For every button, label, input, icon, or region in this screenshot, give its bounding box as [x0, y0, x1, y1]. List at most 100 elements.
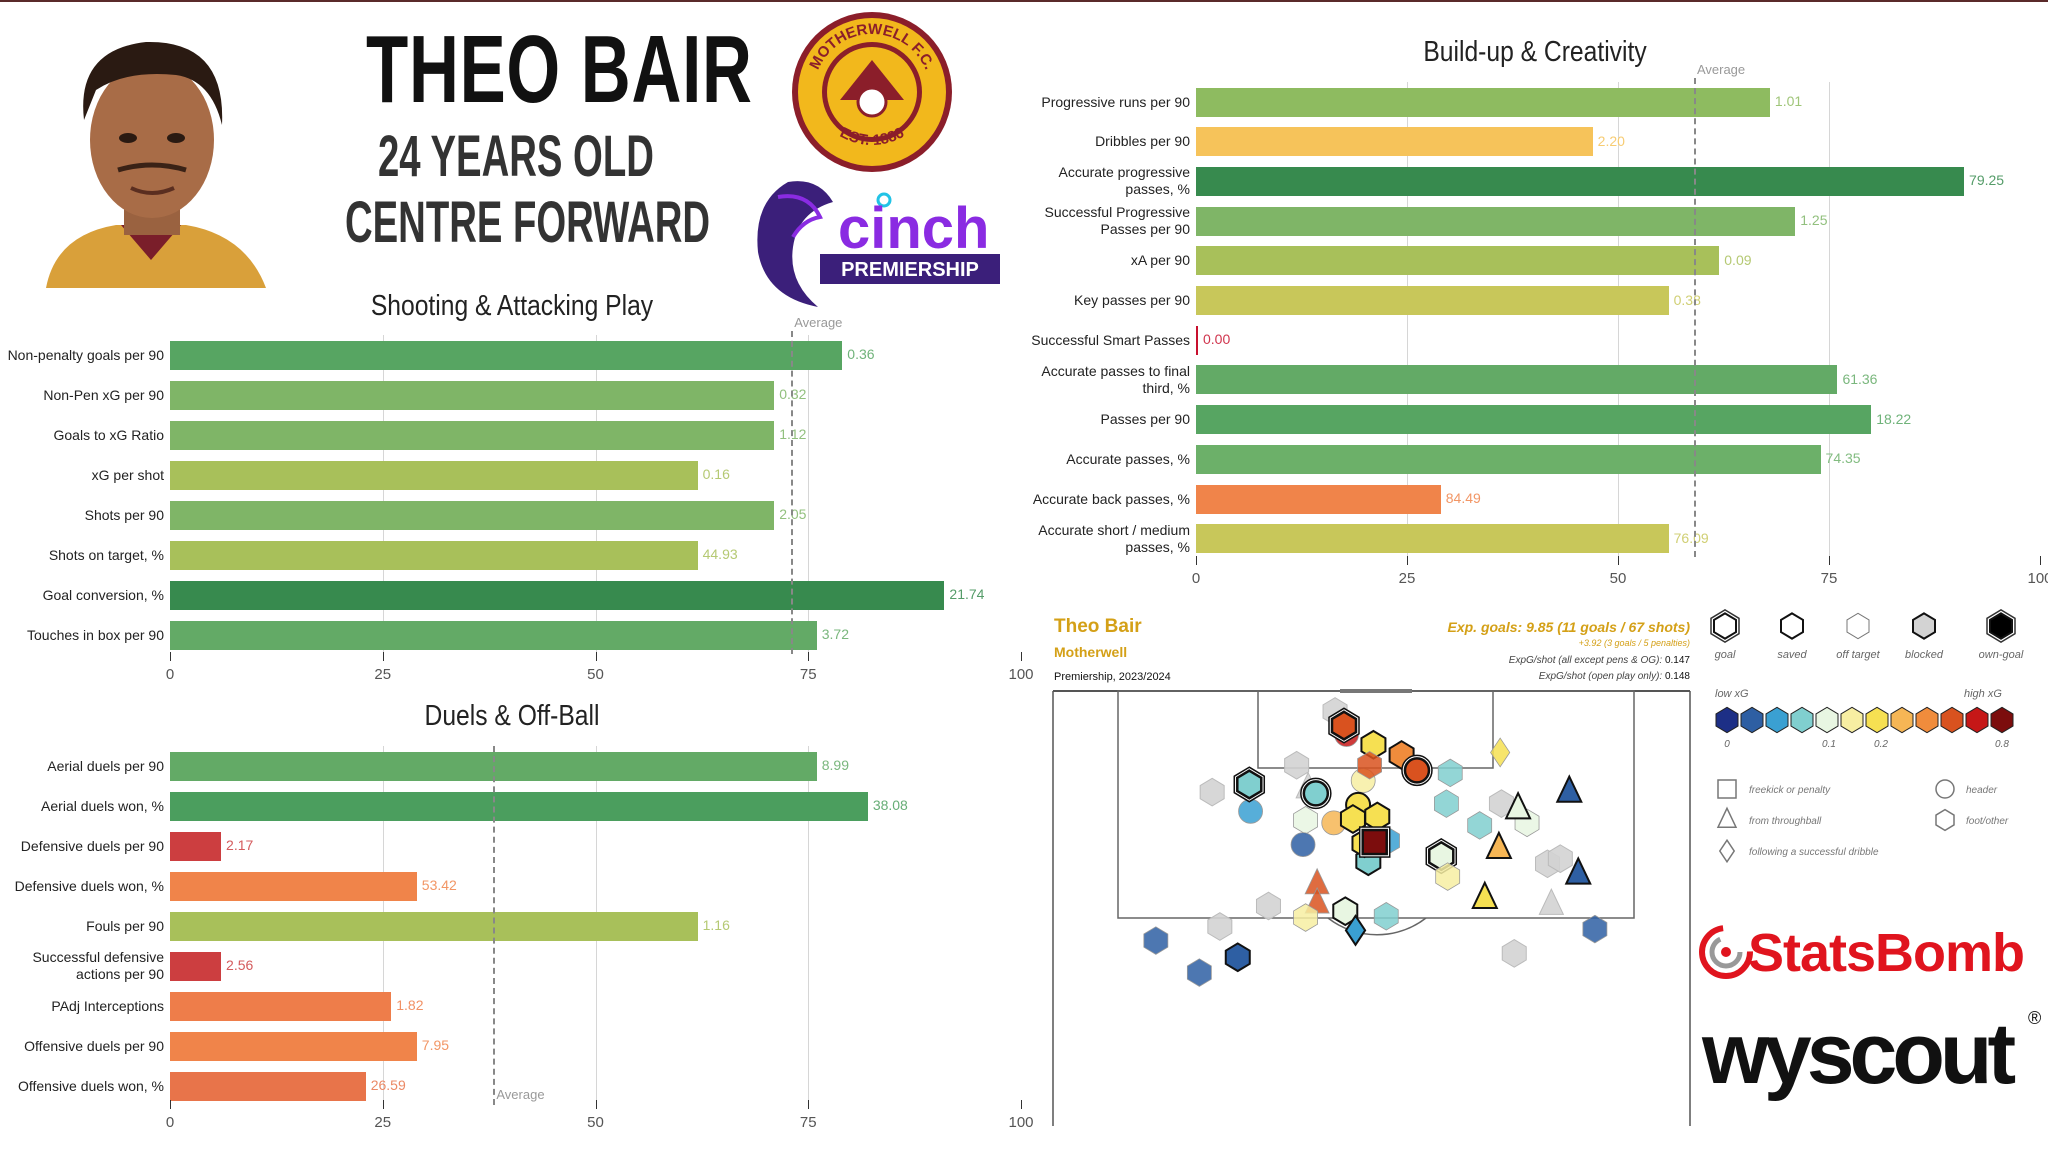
shot-marker — [1485, 830, 1513, 860]
category-text: Defensive duels per 90 — [20, 837, 164, 854]
shot-marker — [1403, 757, 1431, 784]
bar — [170, 500, 775, 530]
legend-outcome-icon — [1912, 612, 1936, 640]
legend-type-label: foot/other — [1966, 816, 2009, 827]
bar — [170, 580, 945, 610]
axis-tick — [382, 1100, 384, 1109]
bar-value-label: 2.17 — [226, 837, 254, 853]
registered-mark: ® — [2028, 1008, 2042, 1028]
legend-outcome-label: own-goal — [1979, 649, 2024, 661]
xg-scale-swatch — [1915, 706, 1939, 734]
league-wordmark: cinch — [838, 196, 990, 261]
category-text: Goals to xG Ratio — [53, 426, 165, 443]
shotmap-penalties: +3.92 (3 goals / 5 penalties) — [1578, 638, 1690, 648]
category-text: Accurate progressive passes, % — [1058, 164, 1190, 198]
bar — [170, 951, 222, 981]
xg-scale-tick: 0.8 — [1995, 739, 2009, 750]
bar-label: Non-penalty goals per 90 — [4, 338, 164, 372]
shot-marker — [1238, 798, 1263, 824]
xg-open-play-value: 0.148 — [1664, 671, 1690, 682]
player-age: 24 YEARS OLD — [378, 124, 654, 189]
axis-tick — [1829, 556, 1830, 565]
shot-marker — [1467, 811, 1493, 840]
shot-marker — [1255, 891, 1281, 921]
axis-tick — [1196, 556, 1197, 565]
bar — [170, 540, 698, 570]
bar-label: PAdj Interceptions — [4, 989, 164, 1023]
bar — [170, 911, 698, 941]
legend-outcome-label: off target — [1836, 649, 1880, 661]
shot-marker — [1471, 880, 1499, 909]
bar-label: Aerial duels per 90 — [4, 749, 164, 783]
xg-scale-swatch — [1790, 706, 1814, 734]
shot-marker — [1344, 914, 1367, 947]
axis-tick — [1021, 1100, 1022, 1109]
low-xg-label: low xG — [1715, 688, 1749, 700]
shot-marker — [1332, 896, 1359, 927]
bar-label: Offensive duels won, % — [4, 1069, 164, 1103]
category-text: Shots per 90 — [84, 506, 164, 523]
bar — [1196, 127, 1593, 157]
axis-tick-label: 0 — [165, 1114, 175, 1131]
bar-value-label: 61.36 — [1842, 370, 1878, 387]
shotmap-competition: Premiership, 2023/2024 — [1054, 671, 1171, 683]
bar-value-label: 53.42 — [421, 877, 457, 893]
category-text: Accurate back passes, % — [1032, 490, 1190, 507]
axis-tick — [382, 652, 384, 661]
bar-value-label: 44.93 — [702, 546, 738, 562]
bar-value-label: 21.74 — [949, 586, 985, 602]
legend-type-label: from throughball — [1749, 816, 1822, 827]
category-text: Offensive duels won, % — [17, 1077, 164, 1094]
bar-label: Defensive duels won, % — [4, 869, 164, 903]
category-text: Aerial duels won, % — [41, 797, 164, 814]
category-text: Fouls per 90 — [86, 917, 164, 934]
shot-marker — [1555, 774, 1583, 803]
xg-scale-tick: 0.1 — [1822, 739, 1836, 750]
shot-marker — [1186, 958, 1212, 987]
bar-value-label: 26.59 — [370, 1077, 406, 1093]
legend-circle-icon — [1935, 779, 1955, 799]
bar-value-label: 18.22 — [1876, 410, 1912, 427]
xg-scale-swatch — [1840, 706, 1864, 734]
bar-value-label: 7.95 — [421, 1037, 450, 1053]
player-position: CENTRE FORWARD — [345, 190, 711, 255]
xg-scale-swatch — [1890, 706, 1914, 734]
bar-label: Accurate progressive passes, % — [1020, 164, 1190, 198]
bar-label: Non-Pen xG per 90 — [4, 378, 164, 412]
average-line — [791, 330, 794, 654]
shotmap-xg-open-play: ExpG/shot (open play only): 0.148 — [1539, 671, 1690, 682]
category-text: Accurate short / medium passes, % — [1038, 521, 1190, 555]
shot-marker — [1538, 887, 1565, 915]
duels-chart-title: Duels & Off-Ball — [424, 700, 600, 732]
bar-label: Shots per 90 — [4, 498, 164, 532]
bar-value-label: 1.82 — [396, 997, 424, 1013]
xg-scale-swatch — [1965, 706, 1989, 734]
shot-marker — [1293, 903, 1318, 932]
shot-marker — [1236, 769, 1263, 800]
grid-line — [808, 745, 810, 1105]
xg-per-shot-value: 0.147 — [1664, 655, 1690, 666]
bar-label: Successful defensive actions per 90 — [4, 949, 164, 983]
bar — [1196, 405, 1872, 435]
axis-tick-label: 0 — [1191, 570, 1201, 587]
bar-value-label: 1.01 — [1774, 93, 1803, 109]
bar — [1196, 166, 1965, 196]
club-badge-logo: MOTHERWELL F.C. EST. 1886 — [792, 12, 952, 172]
category-text: Accurate passes, % — [1066, 450, 1190, 467]
legend-hex-icon — [1935, 808, 1955, 832]
penalty-arc — [1327, 917, 1427, 936]
bar-label: Defensive duels per 90 — [4, 829, 164, 863]
category-text: Non-penalty goals per 90 — [7, 346, 164, 363]
player-photo — [26, 20, 276, 288]
legend-outcome-icon — [1989, 612, 2013, 640]
bar-value-label: 8.99 — [821, 757, 849, 773]
bar-value-label: 0.16 — [702, 466, 730, 482]
shot-marker — [1302, 780, 1330, 807]
shot-marker — [1207, 912, 1233, 941]
statsbomb-logo-icon — [1699, 925, 1753, 979]
grid-line — [1829, 81, 1830, 558]
bar-label: Successful Smart Passes — [1020, 323, 1190, 357]
axis-tick-label: 25 — [374, 1114, 392, 1131]
bar-value-label: 38.08 — [872, 797, 908, 813]
